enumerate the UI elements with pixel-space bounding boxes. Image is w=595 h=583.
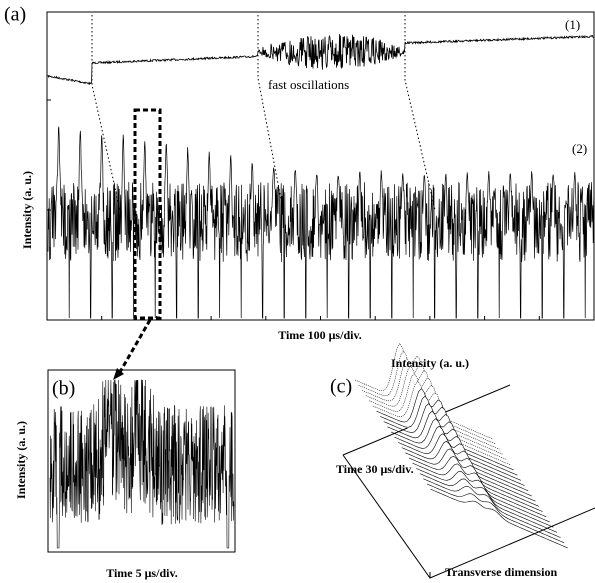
zoom-arrow [118, 319, 152, 373]
profile [430, 488, 568, 549]
trace-b [49, 379, 235, 549]
panel-a-frame [46, 11, 595, 321]
trace-label: (1) [565, 17, 580, 32]
zoom-guides [91, 15, 436, 211]
label-bg [262, 76, 392, 94]
panel-tag: (a) [4, 4, 26, 26]
panel-a-traces [46, 11, 595, 321]
panel-tag: (b) [52, 378, 75, 400]
trace-2 [47, 126, 595, 319]
trace-label: (2) [572, 141, 587, 156]
profile [426, 483, 565, 544]
y-label: Intensity (a. u.) [20, 171, 34, 249]
panel-c-waterfall [342, 342, 595, 579]
annotation: fast oscillations [268, 77, 349, 92]
trace-1 [47, 33, 594, 86]
x-label: Transverse dimension [445, 565, 557, 579]
panel-b-trace [49, 379, 235, 549]
arrow-head [113, 368, 124, 380]
panel-b-frame [47, 369, 236, 553]
y-label: Time 30 μs/div. [336, 462, 414, 476]
x-label: Time 5 μs/div. [106, 566, 178, 580]
x-label: Time 100 μs/div. [278, 328, 362, 342]
panel-tag: (c) [330, 376, 352, 398]
z-label: Intensity (a. u.) [391, 356, 469, 370]
y-label: Intensity (a. u.) [14, 421, 28, 499]
zoom-box [133, 108, 162, 320]
